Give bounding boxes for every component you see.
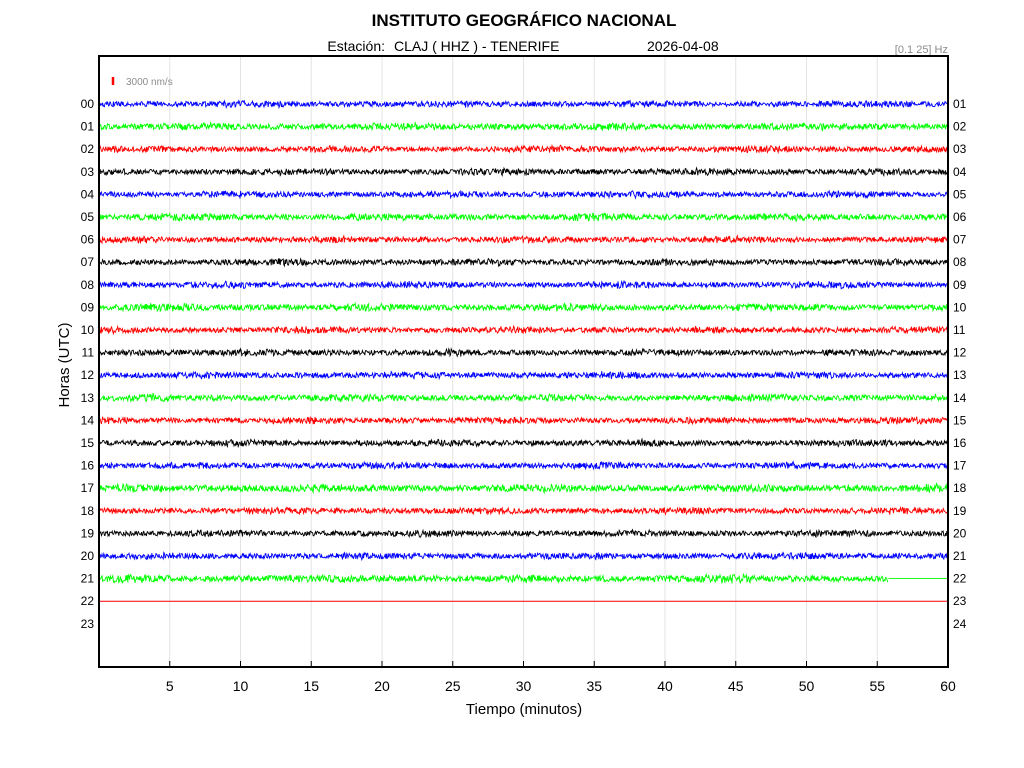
hour-label-left: 14 [81, 413, 95, 427]
hour-label-left: 21 [81, 572, 95, 586]
hour-label-right: 12 [953, 346, 967, 360]
x-tick-label: 30 [516, 678, 532, 694]
hour-label-right: 21 [953, 549, 967, 563]
seismic-trace-18 [98, 505, 948, 516]
hour-label-left: 17 [81, 481, 95, 495]
hour-label-right: 05 [953, 187, 967, 201]
hour-label-right: 18 [953, 481, 967, 495]
hour-label-left: 08 [81, 278, 95, 292]
seismic-trace-12 [98, 370, 948, 381]
seismic-trace-06 [98, 234, 948, 245]
hour-label-left: 15 [81, 436, 95, 450]
seismic-trace-07 [98, 257, 948, 268]
seismic-trace-21 [98, 572, 948, 585]
x-tick-label: 40 [657, 678, 673, 694]
hour-label-right: 22 [953, 572, 967, 586]
hour-label-right: 06 [953, 210, 967, 224]
hour-label-right: 01 [953, 97, 967, 111]
hour-label-left: 06 [81, 233, 95, 247]
x-tick-label: 50 [799, 678, 815, 694]
hour-label-right: 03 [953, 142, 967, 156]
hour-label-right: 15 [953, 413, 967, 427]
seismic-trace-19 [98, 528, 948, 539]
hour-label-right: 08 [953, 255, 967, 269]
x-tick-label: 5 [166, 678, 174, 694]
seismic-trace-09 [98, 301, 948, 313]
hour-label-right: 14 [953, 391, 967, 405]
hour-label-left: 16 [81, 459, 95, 473]
hour-label-right: 04 [953, 165, 967, 179]
seismic-trace-10 [98, 324, 948, 336]
hour-label-left: 18 [81, 504, 95, 518]
station-caption: Estación: [327, 38, 385, 54]
seismic-trace-00 [98, 99, 948, 110]
hour-label-right: 19 [953, 504, 967, 518]
hour-label-left: 02 [81, 142, 95, 156]
x-tick-label: 60 [940, 678, 956, 694]
record-date: 2026-04-08 [647, 38, 719, 54]
hour-label-right: 11 [953, 323, 966, 337]
right-hour-labels: 01 02 03 04 05 06 07 08 09 10 11 12 13 14 15 16 17 18 19 20… [953, 97, 967, 631]
hour-label-right: 07 [953, 233, 967, 247]
x-tick-label: 55 [869, 678, 885, 694]
y-axis-label: Horas (UTC) [56, 322, 73, 407]
hour-label-left: 22 [81, 594, 95, 608]
hour-label-right: 20 [953, 526, 967, 540]
hour-label-left: 20 [81, 549, 95, 563]
x-tick-label: 15 [303, 678, 319, 694]
x-tick-label: 35 [586, 678, 602, 694]
x-axis-label: Tiempo (minutos) [466, 701, 582, 718]
hour-label-left: 13 [81, 391, 95, 405]
trace-layer [98, 99, 948, 602]
hour-label-right: 17 [953, 459, 967, 473]
seismic-trace-01 [98, 120, 948, 133]
hour-label-left: 00 [81, 97, 95, 111]
hour-label-left: 10 [81, 323, 95, 337]
x-tick-label: 45 [728, 678, 744, 694]
hour-label-right: 16 [953, 436, 967, 450]
hour-label-left: 07 [81, 255, 95, 269]
hour-label-left: 11 [82, 346, 95, 360]
hour-label-right: 23 [953, 594, 967, 608]
grid-layer [169, 56, 878, 667]
seismic-trace-16 [98, 460, 948, 471]
hour-label-left: 23 [81, 617, 95, 631]
seismic-trace-15 [98, 437, 948, 449]
chart-title: INSTITUTO GEOGRÁFICO NACIONAL [372, 11, 677, 30]
left-hour-labels: 00 01 02 03 04 05 06 07 08 09 10 11 12 13 14 15 16 17 18 19… [81, 97, 95, 631]
seismic-trace-08 [98, 279, 948, 290]
hour-label-left: 19 [81, 526, 95, 540]
seismic-trace-04 [98, 189, 948, 200]
filter-band: [0.1 25] Hz [895, 44, 948, 56]
seismic-trace-05 [98, 211, 948, 223]
seismic-trace-20 [98, 551, 948, 562]
hour-label-left: 03 [81, 165, 95, 179]
hour-label-left: 05 [81, 210, 95, 224]
seismic-trace-11 [98, 347, 948, 358]
hour-label-left: 12 [81, 368, 95, 382]
hour-label-right: 24 [953, 617, 967, 631]
hour-label-right: 02 [953, 120, 967, 134]
seismic-trace-13 [98, 392, 948, 404]
hour-label-left: 04 [81, 187, 95, 201]
x-tick-label: 20 [374, 678, 390, 694]
hour-label-left: 01 [81, 120, 95, 134]
seismic-trace-03 [98, 166, 948, 178]
scale-label: 3000 nm/s [126, 77, 173, 88]
x-axis-ticks: 5 10 15 20 25 30 35 40 45 50 55 60 [166, 661, 956, 694]
hour-label-right: 10 [953, 300, 967, 314]
seismic-trace-02 [98, 143, 948, 155]
hour-label-right: 09 [953, 278, 967, 292]
x-tick-label: 10 [233, 678, 249, 694]
hour-label-left: 09 [81, 300, 95, 314]
hour-label-right: 13 [953, 368, 967, 382]
x-tick-label: 25 [445, 678, 461, 694]
seismic-trace-17 [98, 481, 948, 495]
station-name: CLAJ ( HHZ ) - TENERIFE [394, 38, 559, 54]
seismic-trace-14 [98, 415, 948, 426]
